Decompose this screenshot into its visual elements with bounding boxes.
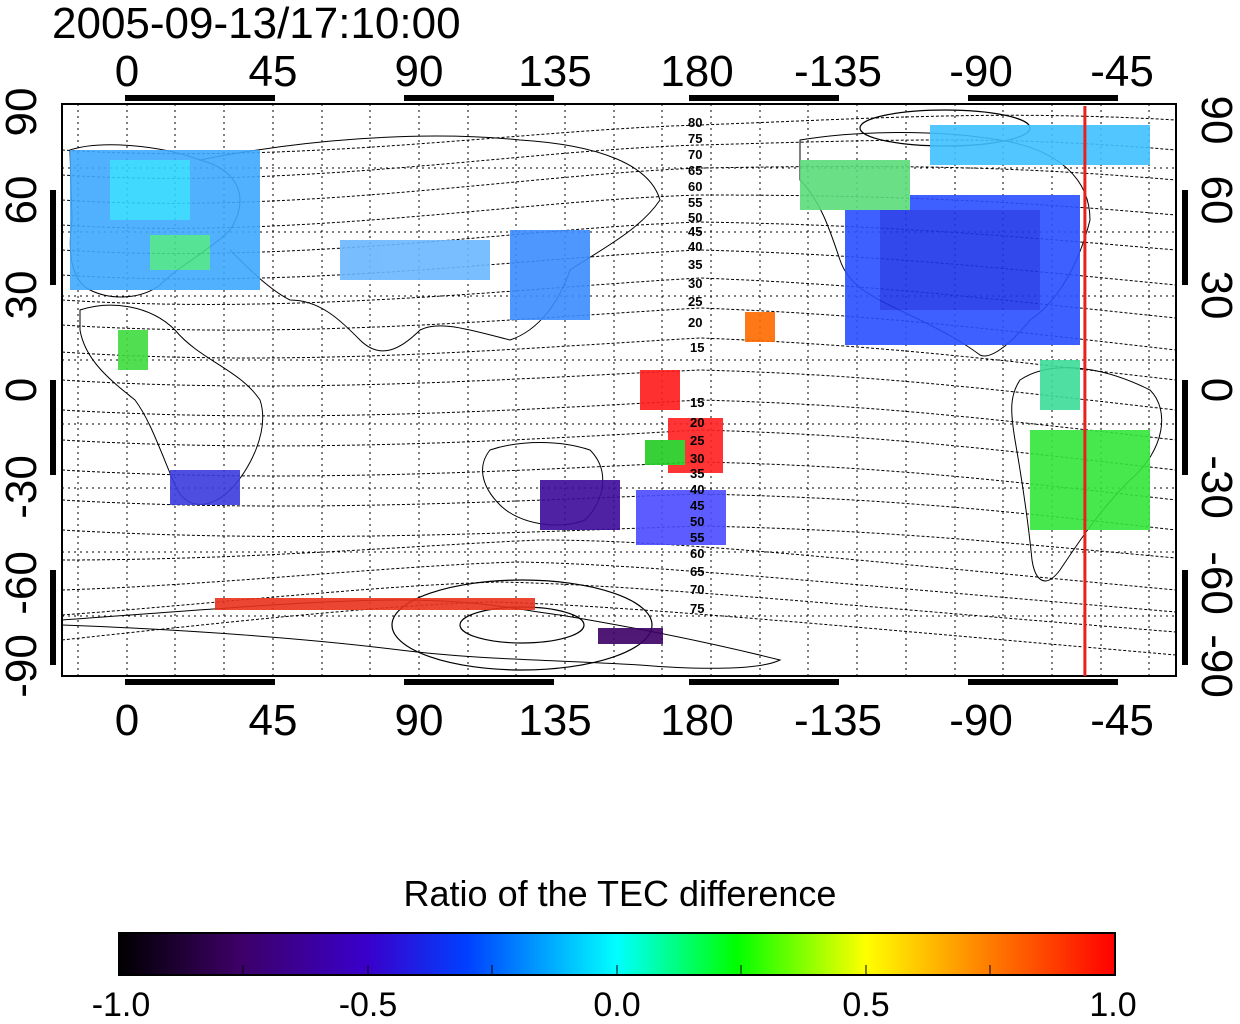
lon-tick-top: 135 <box>518 47 591 96</box>
contour-label-north: 65 <box>688 163 702 178</box>
lat-tick-left: -60 <box>0 551 46 615</box>
colorbar-tick-label: -0.5 <box>339 986 398 1024</box>
lat-tick-left: -90 <box>0 634 46 698</box>
lat-tick-right: -30 <box>1192 455 1240 519</box>
latitude-labels: 90 60 30 0 -30 -60 -90 90 60 30 0 -30 -6… <box>0 88 1240 698</box>
contour-label-north: 35 <box>688 257 702 272</box>
contour-labels: 80 75 70 65 60 55 50 45 40 35 30 25 20 1… <box>688 115 704 616</box>
contour-label-south: 50 <box>690 514 704 529</box>
colorbar-title: Ratio of the TEC difference <box>403 873 837 914</box>
contour-label-north: 25 <box>688 294 702 309</box>
colorbar-tick-label: -1.0 <box>92 986 151 1024</box>
tec-patch-south-africa <box>170 470 240 505</box>
colorbar-tick-label: 0.0 <box>593 986 640 1024</box>
lat-tick-left: 90 <box>0 88 46 137</box>
contour-label-north: 75 <box>688 131 702 146</box>
contour-label-north: 60 <box>688 179 702 194</box>
contour-label-north: 15 <box>690 340 704 355</box>
contour-label-south: 70 <box>690 582 704 597</box>
lon-tick-top: -135 <box>794 47 882 96</box>
contour-label-south: 45 <box>690 498 704 513</box>
contour-label-north: 40 <box>688 239 702 254</box>
lon-tick-top: 0 <box>115 47 139 96</box>
lat-tick-left: 0 <box>0 378 46 402</box>
contour-label-south: 55 <box>690 530 704 545</box>
map-timestamp: 2005-09-13/17:10:00 <box>52 0 461 48</box>
contour-label-south: 40 <box>690 482 704 497</box>
lon-tick-bottom: -90 <box>949 696 1013 745</box>
tec-patch-new-zealand <box>636 490 726 545</box>
lat-tick-right: 90 <box>1192 96 1240 145</box>
contour-label-south: 20 <box>690 415 704 430</box>
contour-label-south: 25 <box>690 433 704 448</box>
contour-label-south: 15 <box>690 395 704 410</box>
lon-tick-bottom: 90 <box>395 696 444 745</box>
tec-patch-australia <box>540 480 620 530</box>
colorbar-tick-label: 1.0 <box>1089 986 1136 1024</box>
colorbar-tick-marks <box>242 965 991 975</box>
lat-tick-right: 30 <box>1192 271 1240 320</box>
lon-tick-top: 90 <box>395 47 444 96</box>
contour-label-north: 20 <box>688 315 702 330</box>
lat-tick-left: 60 <box>0 176 46 225</box>
contour-label-north: 80 <box>688 115 702 130</box>
lon-tick-top: -45 <box>1090 47 1154 96</box>
contour-label-north: 45 <box>688 224 702 239</box>
contour-label-south: 35 <box>690 466 704 481</box>
contour-label-south: 60 <box>690 546 704 561</box>
frame-tick-bars <box>50 95 1188 685</box>
colorbar-tick-label: 0.5 <box>842 986 889 1024</box>
contour-label-south: 75 <box>690 601 704 616</box>
tec-ratio-patches <box>70 125 1150 644</box>
lon-tick-bottom: 180 <box>660 696 733 745</box>
lon-tick-bottom: 0 <box>115 696 139 745</box>
tec-patch-antarctica <box>215 598 535 610</box>
lon-tick-top: 180 <box>660 47 733 96</box>
contour-label-north: 50 <box>688 210 702 225</box>
longitude-labels: 0 45 90 135 180 -135 -90 -45 0 45 90 135… <box>115 47 1154 745</box>
lat-tick-right: -90 <box>1192 634 1240 698</box>
tec-patch-east-asia <box>510 230 590 320</box>
contour-label-north: 55 <box>688 195 702 210</box>
lat-tick-right: 60 <box>1192 176 1240 225</box>
lon-tick-bottom: -135 <box>794 696 882 745</box>
lat-tick-right: -60 <box>1192 551 1240 615</box>
contour-label-south: 65 <box>690 564 704 579</box>
colorbar-tick-labels: -1.0 -0.5 0.0 0.5 1.0 <box>92 986 1137 1024</box>
contour-label-south: 30 <box>690 451 704 466</box>
contour-label-north: 30 <box>688 276 702 291</box>
lon-tick-bottom: -45 <box>1090 696 1154 745</box>
tec-patch-pacific-red <box>640 370 680 410</box>
lon-tick-bottom: 45 <box>249 696 298 745</box>
contour-label-north: 70 <box>688 147 702 162</box>
lat-tick-left: -30 <box>0 455 46 519</box>
lat-tick-right: 0 <box>1192 378 1240 402</box>
tec-patch-south-america <box>1030 430 1150 530</box>
lon-tick-bottom: 135 <box>518 696 591 745</box>
lon-tick-top: -90 <box>949 47 1013 96</box>
lat-tick-left: 30 <box>0 271 46 320</box>
lon-tick-top: 45 <box>249 47 298 96</box>
